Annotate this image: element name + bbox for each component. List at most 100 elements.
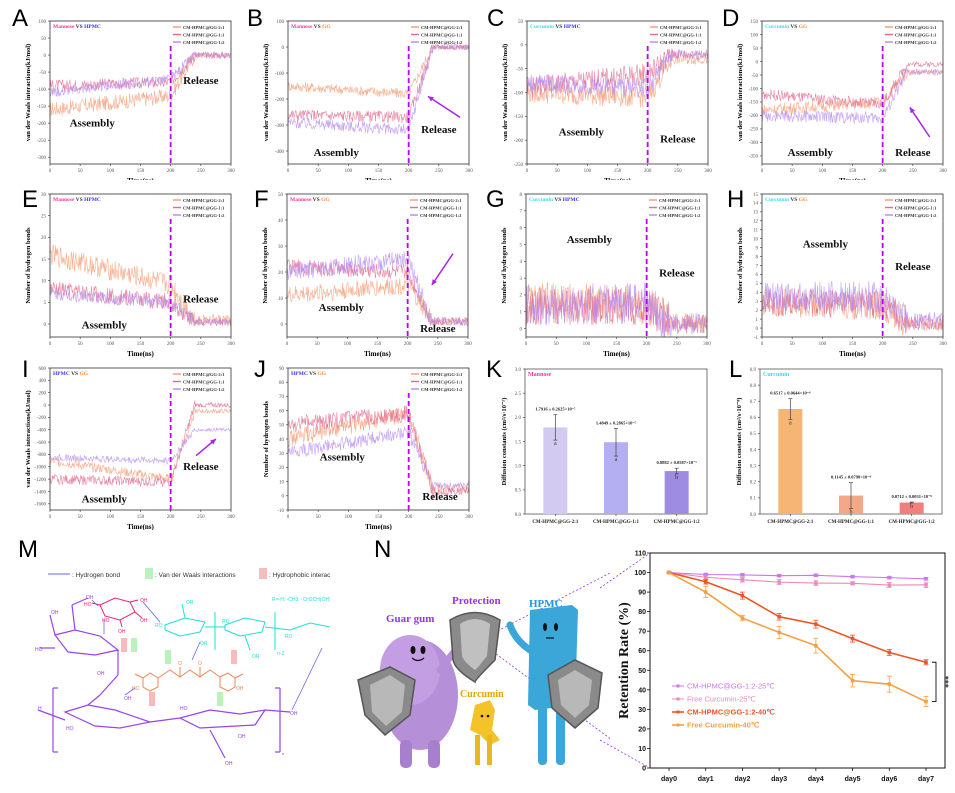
- hpmc-label: RO: [155, 623, 163, 629]
- data-point: [850, 678, 855, 683]
- significance-label: ***: [941, 676, 950, 688]
- y-tick-label: -1400: [34, 490, 46, 495]
- protection-shield-icon: [449, 611, 501, 684]
- legend-marker: [676, 723, 680, 727]
- curcumin-label: OH: [236, 686, 244, 692]
- chart-title: Curcumin VS HPMC: [529, 197, 580, 203]
- panel-letter: H: [727, 186, 745, 213]
- legend-label: CM-HPMC@GG-1:2: [895, 40, 937, 45]
- y-axis-label: Number of hydrogen bonds: [501, 227, 508, 304]
- x-tick-label: 150: [614, 169, 622, 174]
- series-line-1: [49, 50, 232, 117]
- x-tick-label: 300: [939, 169, 947, 174]
- x-tick-label: 300: [464, 342, 472, 347]
- panel-letter: N: [374, 536, 392, 563]
- chart-title: Curcumin VS GG: [765, 197, 808, 203]
- shield-icon: [547, 659, 603, 729]
- data-point: [740, 593, 745, 598]
- chart-L: 0.0 0.1 0.2 0.3 0.4 0.5 0.6 0.7 0.8 0.9 Diffusion …: [736, 368, 943, 525]
- legend-label: CM-HPMC@GG-2:1: [183, 372, 225, 377]
- series-line-1: [761, 68, 944, 116]
- y-tick-label: 40: [278, 219, 284, 224]
- hpmc-structure: [164, 603, 331, 651]
- y-tick-label: 50: [518, 20, 524, 25]
- series-line-2: [286, 259, 469, 326]
- y-tick-label: 2.5: [515, 392, 522, 397]
- chemical-structure-diagram: : Hydrogen bond : Van der Waals interact…: [35, 568, 345, 767]
- panel-letter: D: [722, 5, 740, 32]
- y-tick-label: 0.2: [750, 481, 757, 486]
- legend-hydrophobic: : Hydrophobic interactions: [269, 572, 330, 579]
- y-tick-label: 50: [638, 668, 646, 675]
- y-tick-label: -400: [37, 429, 47, 434]
- y-tick-label: 13: [753, 211, 759, 216]
- hpmc-label: RO: [222, 619, 230, 625]
- r-group-label: R=-H; -CH3; -CH2CH(OH)CH3: [272, 597, 330, 603]
- data-point: [777, 630, 781, 635]
- y-tick-label: 50: [41, 37, 47, 42]
- y-tick-label: 10: [638, 746, 646, 753]
- y-axis-label: van der Waals interactions(kJ/mol): [25, 390, 32, 487]
- y-tick-label: 30: [279, 452, 285, 457]
- x-tick-label: 250: [435, 169, 443, 174]
- series-line-3: [286, 251, 469, 327]
- x-tick-label: 200: [405, 169, 413, 174]
- x-tick-label: 250: [909, 169, 917, 174]
- legend-label: CM-HPMC@GG-1:1: [183, 206, 225, 211]
- y-tick-label: 600: [39, 367, 47, 372]
- x-tick-label: 250: [434, 342, 442, 347]
- release-label: Release: [421, 124, 457, 136]
- data-point: [777, 580, 781, 584]
- x-tick-label: 100: [107, 342, 115, 347]
- mannose-label: OH: [118, 629, 126, 635]
- legend-label: CM-HPMC@GG-2:1: [420, 198, 462, 203]
- guar-label: H: [38, 706, 42, 712]
- assembly-label: Assembly: [788, 147, 834, 159]
- x-axis-label: Time(ns): [839, 350, 866, 358]
- data-point: [777, 614, 781, 619]
- guar-label: n: [282, 751, 284, 756]
- data-point: [850, 636, 855, 641]
- y-tick-label: 0: [282, 46, 285, 51]
- legend-label: CM-HPMC@GG-1:1: [660, 33, 702, 38]
- legend-label: CM-HPMC@GG-2:1: [660, 25, 702, 30]
- y-tick-label: 0.9: [750, 368, 757, 373]
- data-point: [703, 590, 708, 594]
- y-tick-label: -600: [37, 441, 47, 446]
- chart-title: Mannose VS HPMC: [53, 197, 101, 203]
- y-tick-label: 0.0: [750, 513, 757, 518]
- x-tick-label: 50: [78, 515, 84, 520]
- guar-label: OH: [238, 734, 246, 740]
- data-point: [740, 577, 745, 582]
- x-tick-label: CM-HPMC@GG-1:2: [889, 520, 936, 525]
- y-tick-label: -250: [749, 128, 759, 133]
- y-tick-label: -100: [275, 72, 285, 77]
- series-line-3: [668, 571, 927, 664]
- chart-B: 050100150200250300-400-300-200-1000100Ti…: [263, 20, 473, 185]
- assembly-label: Assembly: [82, 319, 128, 331]
- x-tick-label: day7: [918, 776, 934, 783]
- mannose-structure: [91, 597, 143, 628]
- y-tick-label: -200: [749, 114, 759, 119]
- x-tick-label: 150: [375, 169, 383, 174]
- panel-F: F 0 50 100 150 200 250 300 0 10 20 30 40 50 Time(ns) Nu…: [240, 180, 480, 359]
- series-line-3: [762, 67, 943, 125]
- x-tick-label: 50: [790, 342, 796, 347]
- y-tick-label: 30: [41, 193, 47, 198]
- y-tick-label: 5: [756, 282, 759, 287]
- x-tick-label: 50: [315, 342, 321, 347]
- x-tick-label: 300: [703, 342, 711, 347]
- legend-label: CM-HPMC@GG-1:2: [421, 387, 463, 392]
- y-axis-label: Retention Rate (%): [617, 602, 632, 719]
- x-tick-label: 250: [909, 342, 917, 347]
- y-tick-label: 1: [756, 318, 759, 323]
- y-tick-label: -150: [749, 101, 759, 106]
- x-tick-label: 50: [78, 169, 84, 174]
- y-tick-label: -350: [749, 155, 759, 160]
- zoom-connector-line: [479, 571, 613, 641]
- series-line-2: [761, 60, 944, 109]
- x-tick-label: 100: [584, 169, 592, 174]
- y-tick-label: -1600: [34, 503, 46, 508]
- y-tick-label: 110: [635, 551, 646, 558]
- x-axis-label: Time(ns): [127, 350, 154, 358]
